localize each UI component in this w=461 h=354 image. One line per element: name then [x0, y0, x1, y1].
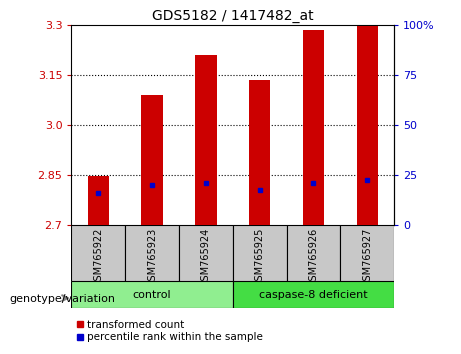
- Bar: [303, 30, 324, 225]
- Bar: [142, 95, 163, 225]
- Bar: [233, 225, 287, 281]
- Bar: [233, 281, 394, 308]
- Text: genotype/variation: genotype/variation: [9, 294, 115, 304]
- Text: control: control: [133, 290, 171, 300]
- Bar: [88, 176, 109, 225]
- Bar: [340, 225, 394, 281]
- Bar: [179, 225, 233, 281]
- Text: GSM765927: GSM765927: [362, 228, 372, 287]
- Text: GSM765923: GSM765923: [147, 228, 157, 287]
- Bar: [287, 225, 340, 281]
- Legend: transformed count, percentile rank within the sample: transformed count, percentile rank withi…: [77, 320, 263, 342]
- Bar: [125, 225, 179, 281]
- Text: caspase-8 deficient: caspase-8 deficient: [259, 290, 368, 300]
- Text: GSM765925: GSM765925: [254, 228, 265, 287]
- Text: GDS5182 / 1417482_at: GDS5182 / 1417482_at: [152, 9, 313, 23]
- Text: GSM765926: GSM765926: [308, 228, 319, 287]
- Bar: [71, 225, 125, 281]
- Bar: [195, 55, 217, 225]
- Bar: [249, 80, 271, 225]
- Text: GSM765924: GSM765924: [201, 228, 211, 287]
- Bar: [356, 27, 378, 225]
- Text: GSM765922: GSM765922: [93, 228, 103, 287]
- Bar: [71, 281, 233, 308]
